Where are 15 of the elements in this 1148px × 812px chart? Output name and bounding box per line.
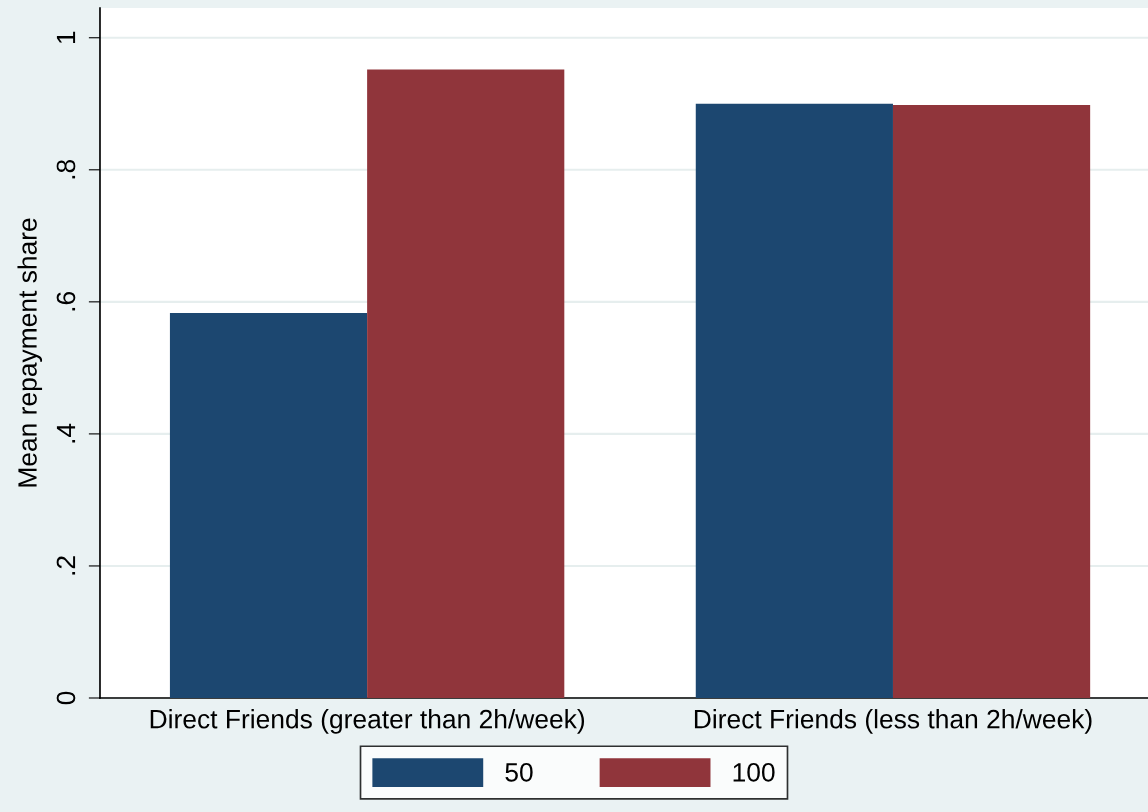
bar [695, 103, 893, 698]
legend-label: 100 [733, 762, 775, 782]
bar [169, 313, 368, 698]
y-tick-label: .8 [56, 159, 76, 179]
x-tick-label: Direct Friends (greater than 2h/week) [150, 709, 585, 734]
x-tick-label: Direct Friends (less than 2h/week) [694, 709, 1092, 734]
y-tick-label: 0 [56, 691, 76, 705]
y-tick-label: .2 [56, 556, 76, 575]
y-axis-title: Mean repayment share [17, 218, 43, 487]
bar [892, 105, 1091, 698]
y-tick-label: 1 [56, 31, 76, 44]
legend-label: 50 [505, 762, 533, 782]
bar [367, 69, 565, 698]
y-tick-label: .4 [56, 423, 76, 443]
y-tick-label: .6 [56, 292, 76, 311]
